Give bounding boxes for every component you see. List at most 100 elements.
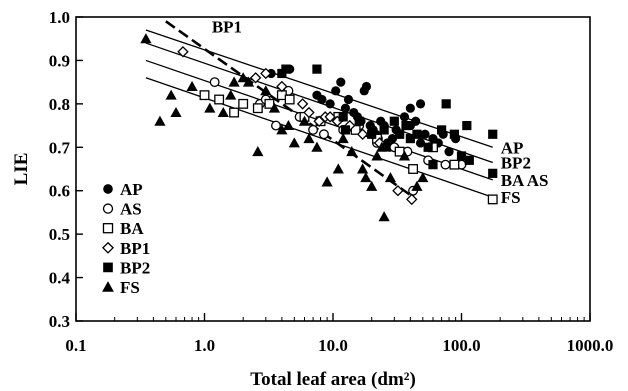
data-point-fs [417, 172, 429, 183]
x-tick-label: 100.0 [442, 336, 480, 355]
data-point-fs [411, 180, 423, 191]
fit-line-label-ba-as: BA AS [501, 171, 549, 190]
data-point-ap [317, 94, 327, 105]
data-point-fs [154, 115, 166, 126]
data-point-fs [170, 106, 182, 118]
data-point-fs [242, 76, 255, 87]
data-point-bp2 [354, 116, 364, 126]
data-point-bp2 [464, 155, 474, 165]
x-axis-title: Total leaf area (dm²) [250, 369, 416, 390]
data-point-bp1 [303, 106, 315, 119]
data-point-ap [331, 86, 341, 96]
data-point-fs [311, 141, 323, 152]
data-point-ba [408, 164, 419, 174]
data-point-fs [376, 141, 388, 152]
data-point-bp1 [296, 98, 309, 110]
data-point-fs [288, 137, 300, 148]
data-point-ap [444, 147, 454, 157]
data-point-fs [357, 163, 369, 174]
data-point-bp2 [395, 129, 405, 139]
data-point-fs [225, 89, 237, 100]
y-tick-label: 0.3 [49, 312, 70, 331]
legend-label-ba: BA [120, 219, 144, 238]
legend-marker-ba [102, 223, 114, 234]
data-point-ap [415, 138, 426, 148]
fit-line-label-bp1: BP1 [212, 17, 242, 36]
x-tick-label: 1000.0 [567, 336, 614, 355]
data-point-fs [337, 133, 349, 144]
data-point-bp2 [462, 120, 472, 131]
legend-marker-ap [103, 184, 113, 194]
data-point-fs [252, 146, 264, 157]
legend-label-fs: FS [120, 278, 140, 297]
data-point-bp1 [356, 128, 369, 140]
data-point-ba [449, 159, 460, 170]
y-tick-label: 0.7 [49, 138, 71, 157]
data-point-bp2 [338, 112, 348, 122]
x-tick-label: 1.0 [194, 336, 215, 355]
data-point-ap [405, 103, 415, 113]
data-point-bp1 [260, 67, 272, 80]
data-point-as [318, 129, 329, 140]
data-point-bp2 [441, 99, 451, 109]
data-point-ap [420, 129, 430, 139]
legend-marker-fs [102, 281, 114, 292]
data-point-bp1 [392, 184, 404, 197]
data-point-as [271, 120, 281, 131]
data-point-bp2 [389, 116, 399, 126]
data-point-fs [384, 172, 397, 183]
data-point-fs [204, 102, 216, 113]
data-point-fs [186, 80, 198, 91]
data-point-fs [217, 106, 229, 118]
y-tick-label: 0.9 [49, 51, 70, 70]
data-point-as [440, 159, 451, 170]
legend-label-bp1: BP1 [120, 239, 150, 258]
legend-marker-as [102, 203, 114, 214]
axes: 0.3 0.4 0.5 0.6 0.7 0.8 0.9 1.0 0.1 1.0 10.0 100.0 1… [49, 8, 614, 355]
data-point-fs [321, 176, 333, 187]
data-point-bp2 [456, 151, 467, 161]
y-tick-label: 0.4 [49, 269, 71, 288]
data-point-fs [165, 89, 177, 100]
data-point-fs [268, 102, 281, 113]
data-point-bp1 [276, 80, 288, 93]
fit-line-label-ap: AP [501, 138, 524, 157]
data-point-ap [411, 116, 421, 126]
data-point-fs [228, 76, 240, 87]
data-point-as [308, 124, 319, 135]
data-point-bp2 [412, 129, 422, 139]
data-point-ap [343, 94, 354, 105]
y-tick-label: 0.6 [49, 182, 70, 201]
data-point-bp2 [428, 160, 438, 170]
data-point-ba [284, 94, 295, 105]
data-point-bp2 [281, 64, 291, 74]
data-point-bp2 [312, 64, 322, 74]
y-tick-label: 0.5 [49, 225, 70, 244]
y-tick-label: 0.8 [49, 95, 70, 114]
data-point-fs [346, 146, 358, 157]
data-point-fs [366, 180, 378, 191]
data-point-ap [325, 99, 335, 109]
y-tick-label: 1.0 [49, 8, 70, 27]
data-point-bp1 [406, 193, 418, 206]
data-point-fs [237, 72, 249, 83]
data-point-bp2 [367, 129, 377, 139]
data-point-fs [260, 85, 272, 96]
data-point-fs [360, 172, 372, 183]
data-point-ap [361, 81, 372, 92]
fit-line-bp1 [165, 20, 412, 197]
data-points [140, 33, 498, 222]
data-point-ba [199, 90, 210, 101]
data-point-bp2 [488, 168, 498, 178]
legend-label-bp2: BP2 [120, 258, 150, 277]
data-point-ba [214, 94, 225, 105]
data-point-as [209, 77, 220, 88]
data-point-fs [332, 163, 344, 174]
data-point-ap [387, 134, 398, 144]
data-point-ap [399, 112, 410, 122]
data-point-fs [282, 119, 295, 131]
legend-marker-bp1 [102, 241, 114, 254]
data-point-bp2 [405, 134, 415, 144]
